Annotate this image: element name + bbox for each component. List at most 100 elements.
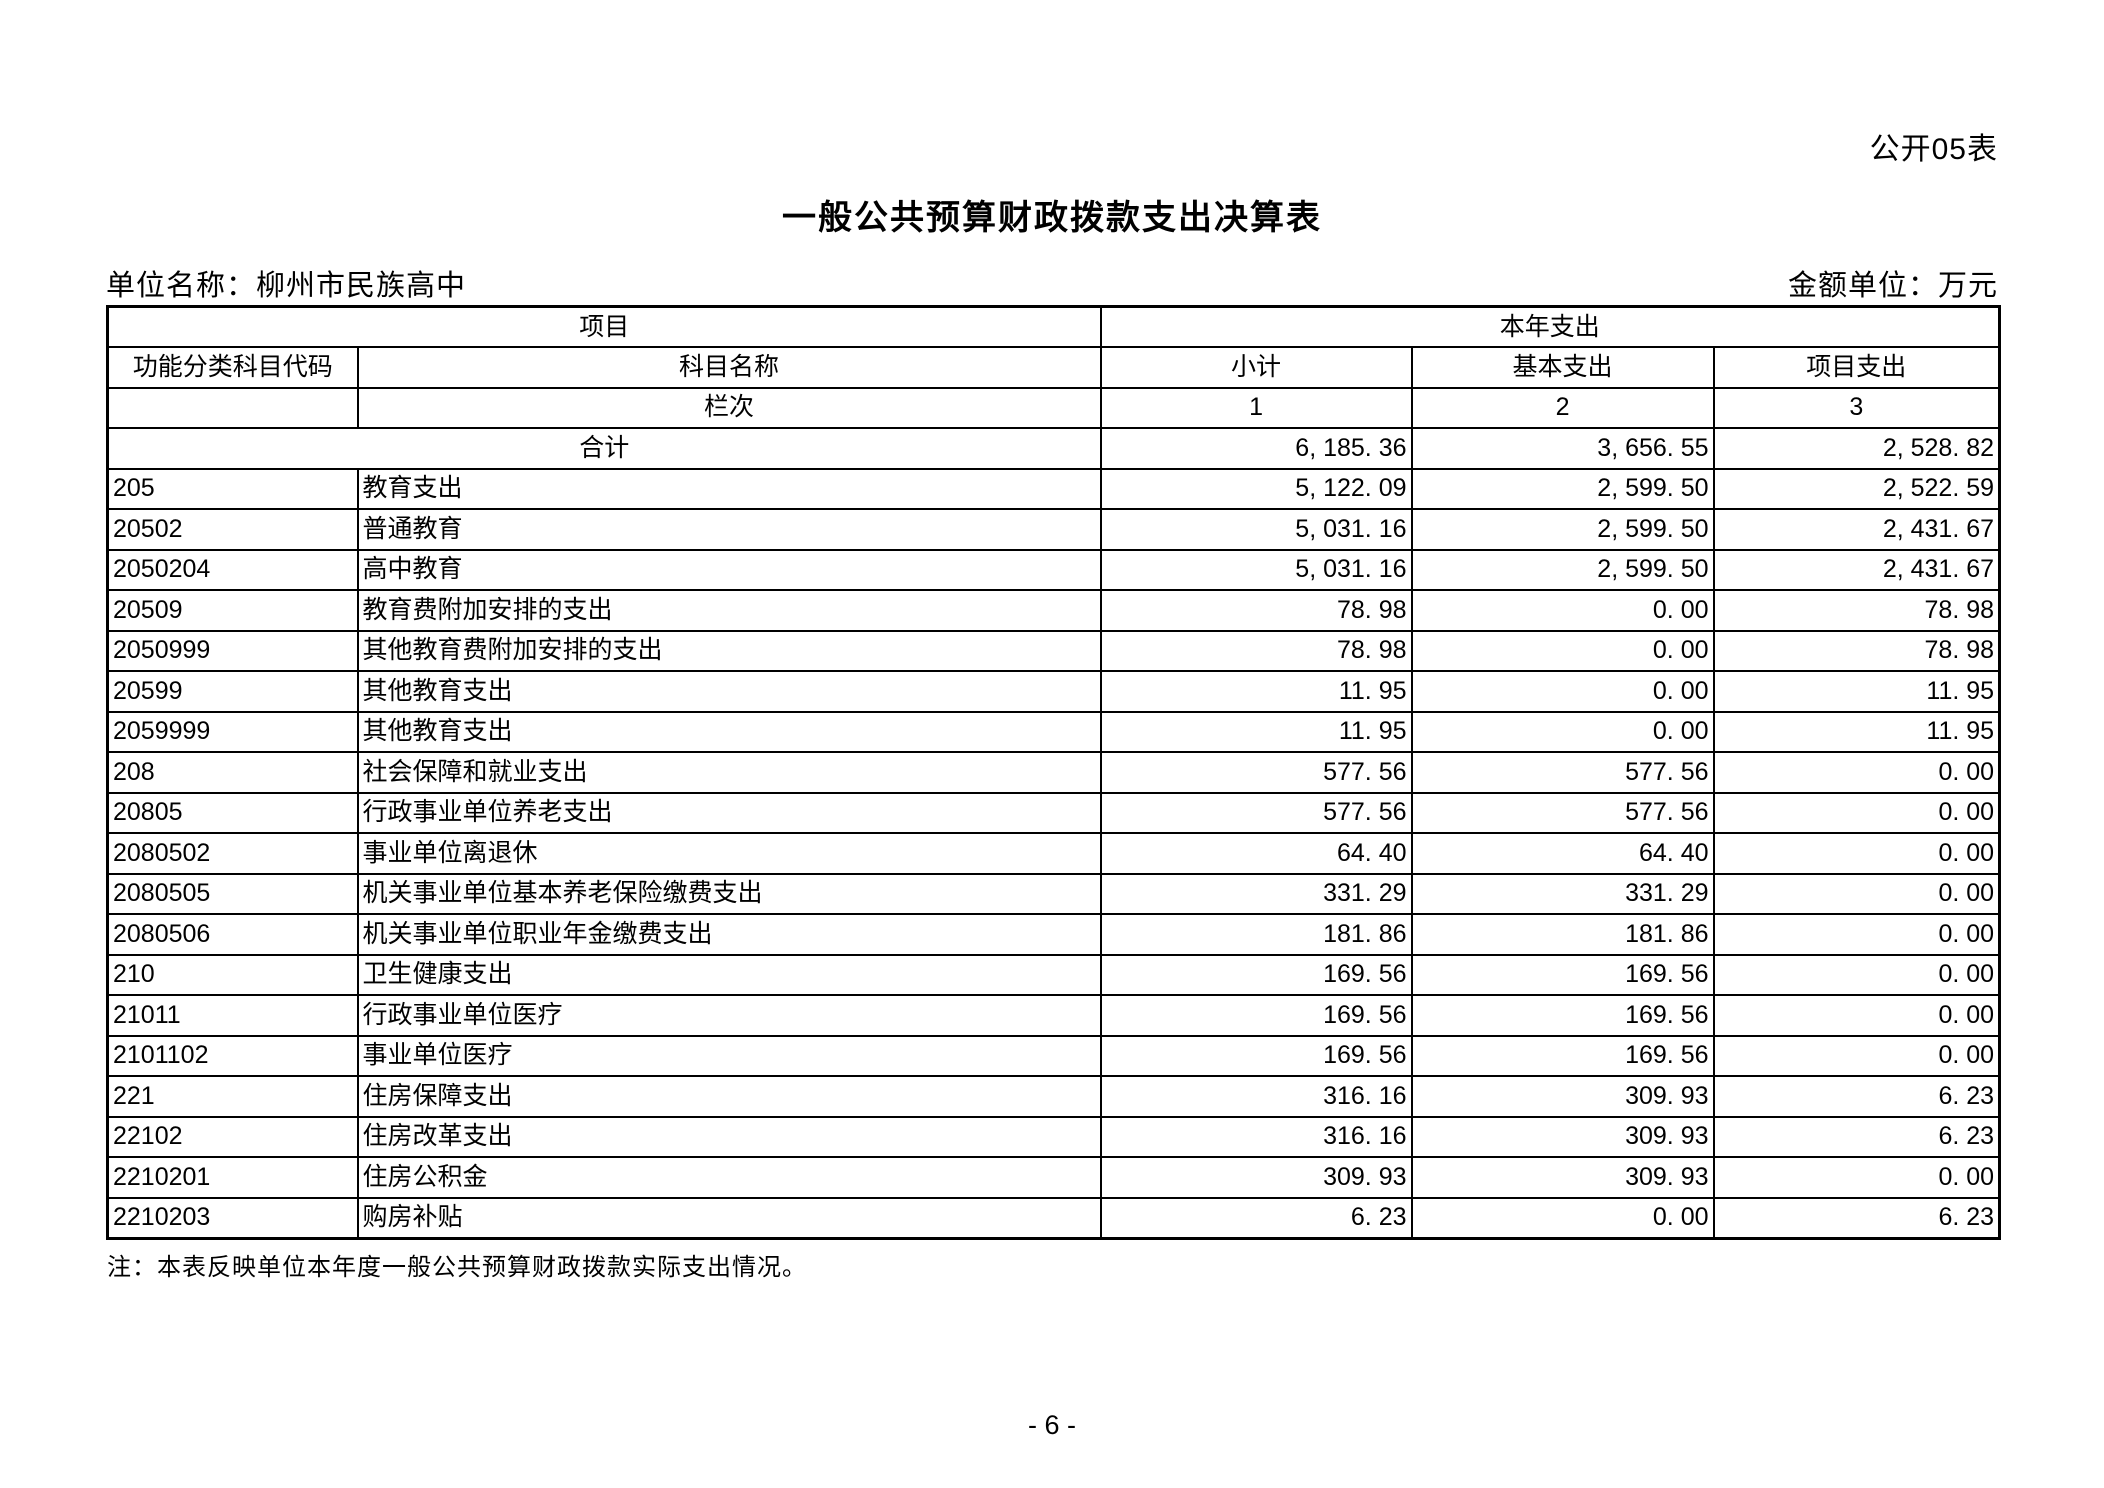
subtotal-cell: 6. 23 [1099, 1196, 1413, 1239]
code-cell: 2080502 [106, 832, 359, 875]
header-row-lanci: 栏次 1 2 3 [106, 386, 2001, 429]
col-header-subtotal: 小计 [1099, 346, 1413, 389]
header-row-columns: 功能分类科目代码 科目名称 小计 基本支出 项目支出 [106, 346, 2001, 389]
name-cell: 机关事业单位职业年金缴费支出 [356, 913, 1102, 956]
table-row: 205 教育支出 5, 122. 09 2, 599. 50 2, 522. 5… [106, 467, 2001, 510]
name-cell: 机关事业单位基本养老保险缴费支出 [356, 872, 1102, 915]
subtotal-cell: 331. 29 [1099, 872, 1413, 915]
basic-cell: 2, 599. 50 [1410, 508, 1715, 551]
project-cell: 78. 98 [1712, 629, 2001, 672]
project-cell: 2, 431. 67 [1712, 548, 2001, 591]
project-cell: 0. 00 [1712, 751, 2001, 794]
table-row: 22102 住房改革支出 316. 16 309. 93 6. 23 [106, 1115, 2001, 1158]
sheet-label: 公开05表 [1869, 133, 1998, 166]
code-cell: 20509 [106, 589, 359, 632]
subtotal-cell: 78. 98 [1099, 589, 1413, 632]
name-cell: 教育费附加安排的支出 [356, 589, 1102, 632]
lanci-label-cell: 栏次 [356, 386, 1102, 429]
subtotal-cell: 169. 56 [1099, 994, 1413, 1037]
code-cell: 21011 [106, 994, 359, 1037]
subtotal-cell: 5, 122. 09 [1099, 467, 1413, 510]
subtotal-cell: 577. 56 [1099, 791, 1413, 834]
project-cell: 2, 431. 67 [1712, 508, 2001, 551]
basic-cell: 309. 93 [1410, 1115, 1715, 1158]
table-row: 2080506 机关事业单位职业年金缴费支出 181. 86 181. 86 0… [106, 913, 2001, 956]
project-cell: 11. 95 [1712, 670, 2001, 713]
col-header-name: 科目名称 [356, 346, 1102, 389]
project-cell: 0. 00 [1712, 791, 2001, 834]
lanci-col-2: 2 [1410, 386, 1715, 429]
basic-cell: 2, 599. 50 [1410, 548, 1715, 591]
name-cell: 教育支出 [356, 467, 1102, 510]
col-header-project: 项目支出 [1712, 346, 2001, 389]
total-basic-cell: 3, 656. 55 [1410, 427, 1715, 470]
name-cell: 行政事业单位医疗 [356, 994, 1102, 1037]
table-row: 20509 教育费附加安排的支出 78. 98 0. 00 78. 98 [106, 589, 2001, 632]
name-cell: 事业单位医疗 [356, 1034, 1102, 1077]
subtotal-cell: 181. 86 [1099, 913, 1413, 956]
basic-cell: 181. 86 [1410, 913, 1715, 956]
subtotal-cell: 309. 93 [1099, 1156, 1413, 1199]
project-cell: 0. 00 [1712, 913, 2001, 956]
table-row: 20599 其他教育支出 11. 95 0. 00 11. 95 [106, 670, 2001, 713]
code-cell: 2210203 [106, 1196, 359, 1239]
subtotal-cell: 316. 16 [1099, 1115, 1413, 1158]
total-row: 合计 6, 185. 36 3, 656. 55 2, 528. 82 [106, 427, 2001, 470]
subtotal-cell: 5, 031. 16 [1099, 548, 1413, 591]
name-cell: 住房改革支出 [356, 1115, 1102, 1158]
header-row-groups: 项目 本年支出 [106, 305, 2001, 348]
basic-cell: 577. 56 [1410, 751, 1715, 794]
col-header-year-expense: 本年支出 [1099, 305, 2001, 348]
total-subtotal-cell: 6, 185. 36 [1099, 427, 1413, 470]
name-cell: 其他教育支出 [356, 670, 1102, 713]
name-cell: 行政事业单位养老支出 [356, 791, 1102, 834]
code-cell: 2101102 [106, 1034, 359, 1077]
page-title: 一般公共预算财政拨款支出决算表 [782, 199, 1322, 237]
project-cell: 0. 00 [1712, 872, 2001, 915]
subtotal-cell: 11. 95 [1099, 670, 1413, 713]
note: 注：本表反映单位本年度一般公共预算财政拨款实际支出情况。 [107, 1254, 807, 1281]
table-body: 合计 6, 185. 36 3, 656. 55 2, 528. 82 205 … [106, 427, 2001, 1239]
basic-cell: 0. 00 [1410, 629, 1715, 672]
project-cell: 78. 98 [1712, 589, 2001, 632]
basic-cell: 169. 56 [1410, 994, 1715, 1037]
subtotal-cell: 577. 56 [1099, 751, 1413, 794]
name-cell: 事业单位离退休 [356, 832, 1102, 875]
code-cell: 205 [106, 467, 359, 510]
basic-cell: 0. 00 [1410, 1196, 1715, 1239]
subtotal-cell: 78. 98 [1099, 629, 1413, 672]
code-cell: 20502 [106, 508, 359, 551]
code-cell: 210 [106, 953, 359, 996]
lanci-col-1: 1 [1099, 386, 1413, 429]
project-cell: 6. 23 [1712, 1115, 2001, 1158]
page-number: - 6 - [1027, 1410, 1076, 1440]
table-row: 21011 行政事业单位医疗 169. 56 169. 56 0. 00 [106, 994, 2001, 1037]
lanci-col-3: 3 [1712, 386, 2001, 429]
total-project-cell: 2, 528. 82 [1712, 427, 2001, 470]
table-row: 210 卫生健康支出 169. 56 169. 56 0. 00 [106, 953, 2001, 996]
meta-row: 单位名称：柳州市民族高中 金额单位：万元 [106, 262, 1998, 304]
code-cell: 2059999 [106, 710, 359, 753]
basic-cell: 309. 93 [1410, 1075, 1715, 1118]
name-cell: 购房补贴 [356, 1196, 1102, 1239]
table-row: 20502 普通教育 5, 031. 16 2, 599. 50 2, 431.… [106, 508, 2001, 551]
unit-name: 单位名称：柳州市民族高中 [106, 270, 467, 302]
table-row: 2210203 购房补贴 6. 23 0. 00 6. 23 [106, 1196, 2001, 1239]
col-header-basic: 基本支出 [1410, 346, 1715, 389]
col-header-item-group: 项目 [106, 305, 1102, 348]
name-cell: 高中教育 [356, 548, 1102, 591]
code-cell: 22102 [106, 1115, 359, 1158]
table-row: 2059999 其他教育支出 11. 95 0. 00 11. 95 [106, 710, 2001, 753]
code-cell: 20599 [106, 670, 359, 713]
code-cell: 221 [106, 1075, 359, 1118]
subtotal-cell: 11. 95 [1099, 710, 1413, 753]
name-cell: 社会保障和就业支出 [356, 751, 1102, 794]
basic-cell: 0. 00 [1410, 589, 1715, 632]
name-cell: 卫生健康支出 [356, 953, 1102, 996]
table-row: 2050204 高中教育 5, 031. 16 2, 599. 50 2, 43… [106, 548, 2001, 591]
basic-cell: 309. 93 [1410, 1156, 1715, 1199]
total-label-cell: 合计 [106, 427, 1102, 470]
name-cell: 住房公积金 [356, 1156, 1102, 1199]
table-row: 2101102 事业单位医疗 169. 56 169. 56 0. 00 [106, 1034, 2001, 1077]
